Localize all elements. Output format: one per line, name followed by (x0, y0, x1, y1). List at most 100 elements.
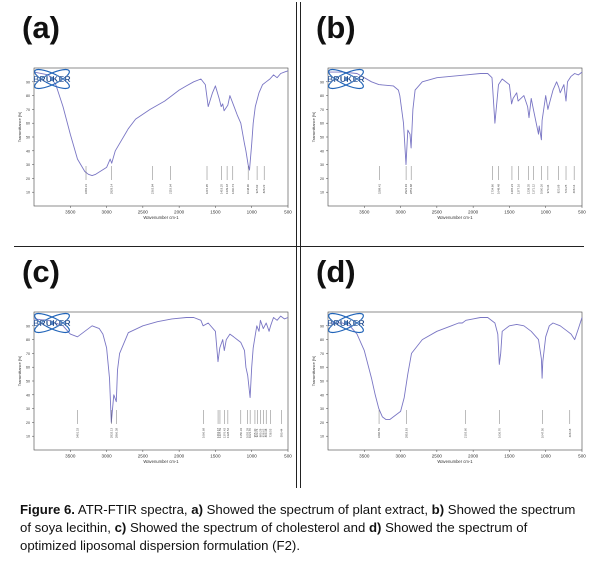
chart-panel-a: (a) 10 20 30 40 50 60 70 80 90 3500 3000 2500 2000 15… (8, 6, 298, 244)
peak-label: 590.44 (279, 428, 283, 437)
peak-label: 1419.25 (219, 184, 223, 195)
peak-label: 2923.93 (404, 184, 408, 195)
x-tick-label: 1500 (210, 454, 221, 459)
caption-text: Showed the spectrum of plant extract, (202, 502, 432, 517)
x-axis-label: Wavenumber cm-1 (143, 215, 179, 220)
y-tick-label: 40 (320, 393, 324, 397)
caption-text: Showed the spectrum of soya lecithin, (20, 502, 576, 535)
caption-marker-a: a) (191, 502, 203, 517)
x-tick-label: 3000 (395, 210, 406, 215)
logo-text: BRUKER (327, 74, 365, 84)
peak-label: 955.40 (253, 428, 257, 437)
y-tick-label: 60 (320, 122, 324, 126)
x-tick-label: 2000 (174, 454, 185, 459)
peak-label: 1734.86 (490, 184, 494, 195)
x-tick-label: 3000 (101, 454, 112, 459)
x-tick-label: 500 (578, 454, 586, 459)
logo-orbit (328, 68, 364, 90)
panel-label: (b) (316, 10, 356, 45)
peak-label: 720.25 (564, 184, 568, 193)
logo-orbit (328, 312, 364, 334)
chart-panel-c: (c) 10 20 30 40 50 60 70 80 90 3500 3000 2500 2000 15… (8, 250, 298, 488)
caption-marker-d: d) (368, 520, 382, 535)
x-tick-label: 1500 (504, 454, 515, 459)
peak-label: 2103.60 (464, 428, 468, 439)
peak-label: 880.29 (258, 428, 262, 437)
peak-label: 608.14 (572, 184, 576, 193)
logo-dot (50, 321, 54, 325)
peak-label: 1465.23 (510, 184, 514, 195)
peak-label: 1615.95 (205, 184, 209, 195)
y-tick-label: 90 (320, 324, 324, 328)
x-tick-label: 2000 (174, 210, 185, 215)
logo-text: BRUKER (33, 318, 71, 328)
spectrum-line (33, 315, 289, 423)
y-tick-label: 30 (320, 163, 324, 167)
x-tick-label: 3500 (65, 454, 76, 459)
peak-label: 1260.73 (231, 184, 235, 195)
peak-label: 1377.16 (516, 184, 520, 195)
chart-panel-b: (b) 10 20 30 40 50 60 70 80 90 3500 3000 2500 2000 15… (302, 6, 592, 244)
y-tick-label: 70 (26, 352, 30, 356)
y-tick-label: 70 (26, 108, 30, 112)
peak-label: 2929.14 (110, 184, 114, 195)
y-tick-label: 80 (26, 94, 30, 98)
x-tick-label: 1000 (247, 454, 258, 459)
peak-label: 2853.88 (409, 184, 413, 195)
peak-label: 1339.18 (225, 184, 229, 195)
peak-label: 1060.26 (539, 184, 543, 195)
y-tick-label: 10 (26, 191, 30, 195)
peak-label: 800.38 (264, 428, 268, 437)
peak-label: 1649.48 (497, 184, 501, 195)
peak-label: 2918.93 (404, 428, 408, 439)
spectrum-chart-c: 10 20 30 40 50 60 70 80 90 3500 3000 2500 2000 1500 10… (18, 311, 292, 464)
peak-label: 668.18 (568, 428, 572, 437)
x-tick-label: 2500 (432, 210, 443, 215)
y-tick-label: 10 (320, 191, 324, 195)
y-tick-label: 40 (320, 149, 324, 153)
bruker-logo: BRUKER (33, 312, 71, 334)
x-axis-label: Wavenumber cm-1 (437, 459, 473, 464)
caption-marker-c: c) (114, 520, 127, 535)
y-tick-label: 50 (26, 136, 30, 140)
spectrum-line (33, 70, 289, 177)
x-axis-label: Wavenumber cm-1 (437, 215, 473, 220)
x-tick-label: 3500 (359, 454, 370, 459)
y-tick-label: 70 (320, 108, 324, 112)
caption-text: Showed the spectrum of cholesterol and (126, 520, 369, 535)
caption-label: Figure 6. (20, 502, 75, 517)
bruker-logo: BRUKER (327, 312, 365, 334)
peak-label: 2119.64 (168, 184, 172, 194)
x-tick-label: 2500 (432, 454, 443, 459)
panel-divider-vertical-inner (300, 2, 301, 488)
logo-orbit (34, 68, 70, 90)
logo-orbit (34, 312, 70, 334)
peak-label: 1636.70 (498, 428, 502, 439)
peak-label: 1047.50 (540, 428, 544, 439)
x-tick-label: 3500 (359, 210, 370, 215)
y-tick-label: 10 (320, 435, 324, 439)
peak-label: 925.93 (255, 184, 259, 193)
x-tick-label: 1500 (504, 210, 515, 215)
y-tick-label: 60 (26, 366, 30, 370)
y-tick-label: 20 (26, 177, 30, 181)
caption-text: ATR-FTIR spectra, (74, 502, 192, 517)
y-axis-label: Transmittance [%] (18, 112, 22, 142)
plot-frame (327, 67, 583, 207)
y-tick-label: 60 (320, 366, 324, 370)
y-tick-label: 20 (320, 421, 324, 425)
peak-label: 1437.59 (218, 428, 222, 439)
peak-label: 2363.84 (151, 184, 155, 195)
peak-label: 2866.38 (114, 428, 118, 439)
peak-label: 3296.59 (377, 428, 381, 439)
y-axis-label: Transmittance [%] (312, 356, 316, 386)
spectrum-line (328, 71, 583, 166)
peak-label: 738.55 (269, 428, 273, 437)
x-tick-label: 1000 (541, 210, 552, 215)
spectrum-chart-b: 10 20 30 40 50 60 70 80 90 3500 3000 2500 2000 1500 10… (312, 67, 586, 220)
x-tick-label: 1500 (210, 210, 221, 215)
y-tick-label: 40 (26, 149, 30, 153)
y-tick-label: 70 (320, 352, 324, 356)
logo-text: BRUKER (327, 318, 365, 328)
logo-dot (344, 77, 348, 81)
